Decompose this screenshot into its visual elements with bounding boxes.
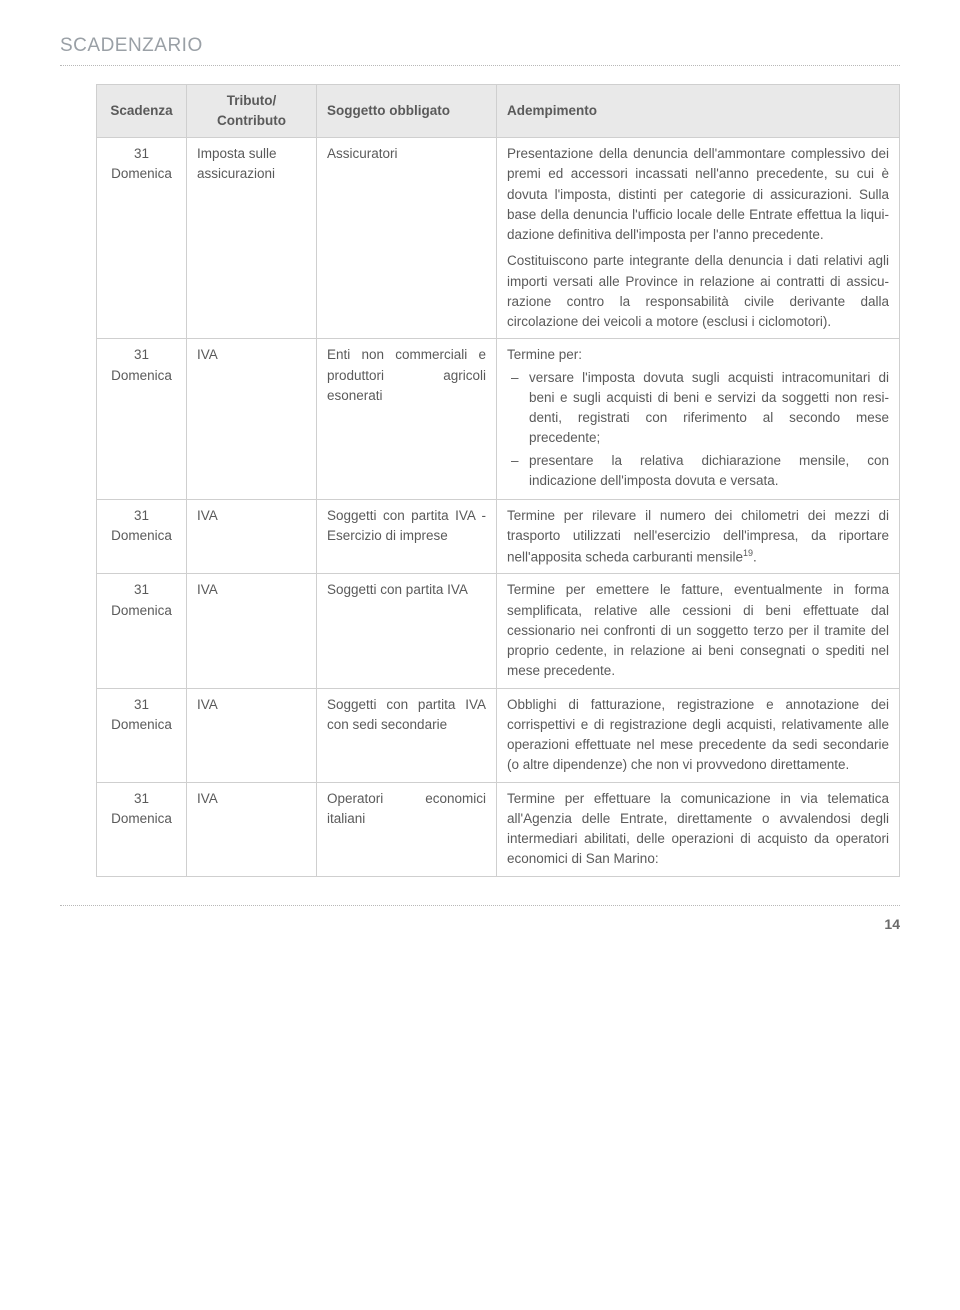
cell-scadenza: 31 Domenica xyxy=(97,782,187,876)
footnote-ref: 19 xyxy=(743,548,753,558)
scad-day: 31 xyxy=(134,146,149,161)
cell-soggetto: Enti non commer­ciali e produttori agric… xyxy=(317,339,497,500)
table-row: 31 Domenica IVA Enti non commer­ciali e … xyxy=(97,339,900,500)
cell-adempimento: Termine per: versare l'imposta dovuta su… xyxy=(497,339,900,500)
ad-paragraph: Obblighi di fatturazione, registrazione … xyxy=(507,695,889,776)
cell-soggetto: Operatori economici italiani xyxy=(317,782,497,876)
scad-day: 31 xyxy=(134,697,149,712)
table-row: 31 Domenica IVA Soggetti con partita IVA… xyxy=(97,500,900,574)
cell-tributo: Imposta sulle assicurazioni xyxy=(187,138,317,339)
ad-text: . xyxy=(753,549,757,564)
ad-label: Termine per: xyxy=(507,345,889,365)
divider-top xyxy=(60,65,900,66)
table-row: 31 Domenica IVA Soggetti con partita IVA… xyxy=(97,688,900,782)
scad-dow: Domenica xyxy=(111,528,172,543)
scad-day: 31 xyxy=(134,582,149,597)
col-soggetto: Soggetto obbligato xyxy=(317,84,497,138)
cell-soggetto: Soggetti con partita IVA con sedi secon­… xyxy=(317,688,497,782)
ad-paragraph: Costituiscono parte integrante della den… xyxy=(507,251,889,332)
col-tributo-l2: Contributo xyxy=(217,113,286,128)
scadenzario-table: Scadenza Tributo/ Contributo Soggetto ob… xyxy=(96,84,900,877)
cell-tributo: IVA xyxy=(187,688,317,782)
table-row: 31 Domenica Imposta sulle assicurazioni … xyxy=(97,138,900,339)
cell-adempimento: Termine per rilevare il numero dei chilo… xyxy=(497,500,900,574)
table-row: 31 Domenica IVA Soggetti con partita IVA… xyxy=(97,574,900,688)
ad-list: versare l'imposta dovuta sugli acquisti … xyxy=(507,368,889,492)
divider-bottom xyxy=(60,905,900,906)
cell-adempimento: Obblighi di fatturazione, registrazione … xyxy=(497,688,900,782)
cell-tributo: IVA xyxy=(187,782,317,876)
cell-soggetto: Soggetti con partita IVA xyxy=(317,574,497,688)
scad-dow: Domenica xyxy=(111,811,172,826)
cell-tributo: IVA xyxy=(187,339,317,500)
cell-scadenza: 31 Domenica xyxy=(97,500,187,574)
col-adempimento: Adempimento xyxy=(497,84,900,138)
ad-list-item: versare l'imposta dovuta sugli acquisti … xyxy=(529,368,889,449)
ad-paragraph: Termine per emettere le fatture, eventua… xyxy=(507,580,889,681)
cell-adempimento: Presentazione della denuncia dell'ammon­… xyxy=(497,138,900,339)
ad-list-item: presentare la relativa dichiarazione men… xyxy=(529,451,889,492)
scad-dow: Domenica xyxy=(111,166,172,181)
cell-tributo: IVA xyxy=(187,574,317,688)
scad-dow: Domenica xyxy=(111,717,172,732)
cell-soggetto: Soggetti con partita IVA - Esercizio di … xyxy=(317,500,497,574)
col-tributo: Tributo/ Contributo xyxy=(187,84,317,138)
ad-paragraph: Termine per rilevare il numero dei chilo… xyxy=(507,506,889,567)
scad-dow: Domenica xyxy=(111,368,172,383)
cell-adempimento: Termine per emettere le fatture, eventua… xyxy=(497,574,900,688)
cell-soggetto: Assicuratori xyxy=(317,138,497,339)
ad-paragraph: Termine per effettuare la comunicazione … xyxy=(507,789,889,870)
cell-tributo: IVA xyxy=(187,500,317,574)
scad-day: 31 xyxy=(134,347,149,362)
cell-scadenza: 31 Domenica xyxy=(97,574,187,688)
table-row: 31 Domenica IVA Operatori economici ital… xyxy=(97,782,900,876)
cell-adempimento: Termine per effettuare la comunicazione … xyxy=(497,782,900,876)
col-scadenza: Scadenza xyxy=(97,84,187,138)
cell-scadenza: 31 Domenica xyxy=(97,339,187,500)
ad-text: Termine per rilevare il numero dei chilo… xyxy=(507,508,889,564)
page-title: SCADENZARIO xyxy=(60,32,900,61)
ad-paragraph: Presentazione della denuncia dell'ammon­… xyxy=(507,144,889,245)
scad-day: 31 xyxy=(134,791,149,806)
scad-day: 31 xyxy=(134,508,149,523)
cell-scadenza: 31 Domenica xyxy=(97,688,187,782)
scad-dow: Domenica xyxy=(111,603,172,618)
page-number: 14 xyxy=(60,914,900,935)
table-header-row: Scadenza Tributo/ Contributo Soggetto ob… xyxy=(97,84,900,138)
cell-scadenza: 31 Domenica xyxy=(97,138,187,339)
col-tributo-l1: Tributo/ xyxy=(227,93,277,108)
